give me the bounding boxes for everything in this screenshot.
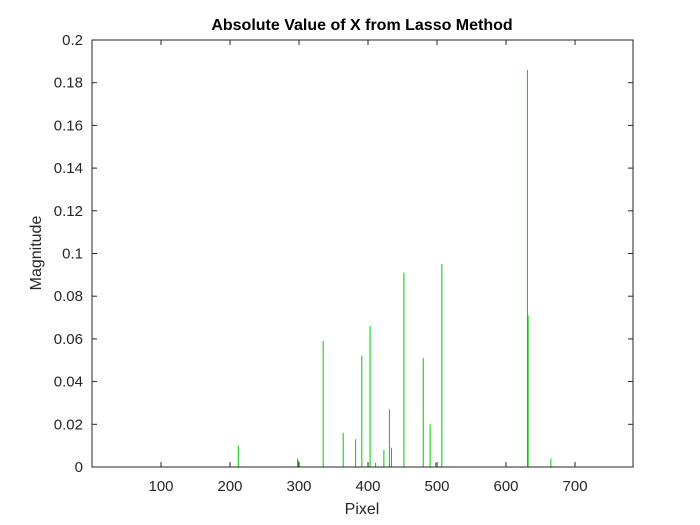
y-tick-label: 0.12 bbox=[54, 203, 83, 220]
y-tick-label: 0.02 bbox=[54, 416, 83, 433]
x-tick-label: 400 bbox=[356, 478, 381, 495]
y-tick-label: 0.08 bbox=[54, 288, 83, 305]
x-tick-label: 500 bbox=[425, 478, 450, 495]
x-tick-label: 300 bbox=[286, 478, 311, 495]
x-tick-label: 600 bbox=[494, 478, 519, 495]
x-tick-label: 100 bbox=[148, 478, 173, 495]
y-tick-label: 0.18 bbox=[54, 75, 83, 92]
x-axis-title: Pixel bbox=[345, 501, 380, 518]
x-tick-labels: 100 200 300 400 500 600 700 bbox=[148, 478, 587, 495]
y-tick-label: 0.1 bbox=[62, 246, 83, 263]
y-axis-title: Magnitude bbox=[28, 216, 45, 291]
y-tick-label: 0.2 bbox=[62, 32, 83, 49]
y-tick-label: 0 bbox=[75, 459, 83, 476]
y-tick-label: 0.06 bbox=[54, 331, 83, 348]
y-tick-label: 0.16 bbox=[54, 117, 83, 134]
axis-ticks bbox=[92, 39, 633, 468]
bar-series bbox=[237, 69, 552, 467]
y-tick-labels: 0 0.02 0.04 0.06 0.08 0.1 0.12 0.14 0.16 0.18 0.2 bbox=[54, 32, 83, 476]
y-tick-label: 0.04 bbox=[54, 374, 83, 391]
y-tick-label: 0.14 bbox=[54, 160, 83, 177]
x-tick-label: 200 bbox=[217, 478, 242, 495]
chart-title: Absolute Value of X from Lasso Method bbox=[211, 17, 512, 34]
x-tick-label: 700 bbox=[563, 478, 588, 495]
